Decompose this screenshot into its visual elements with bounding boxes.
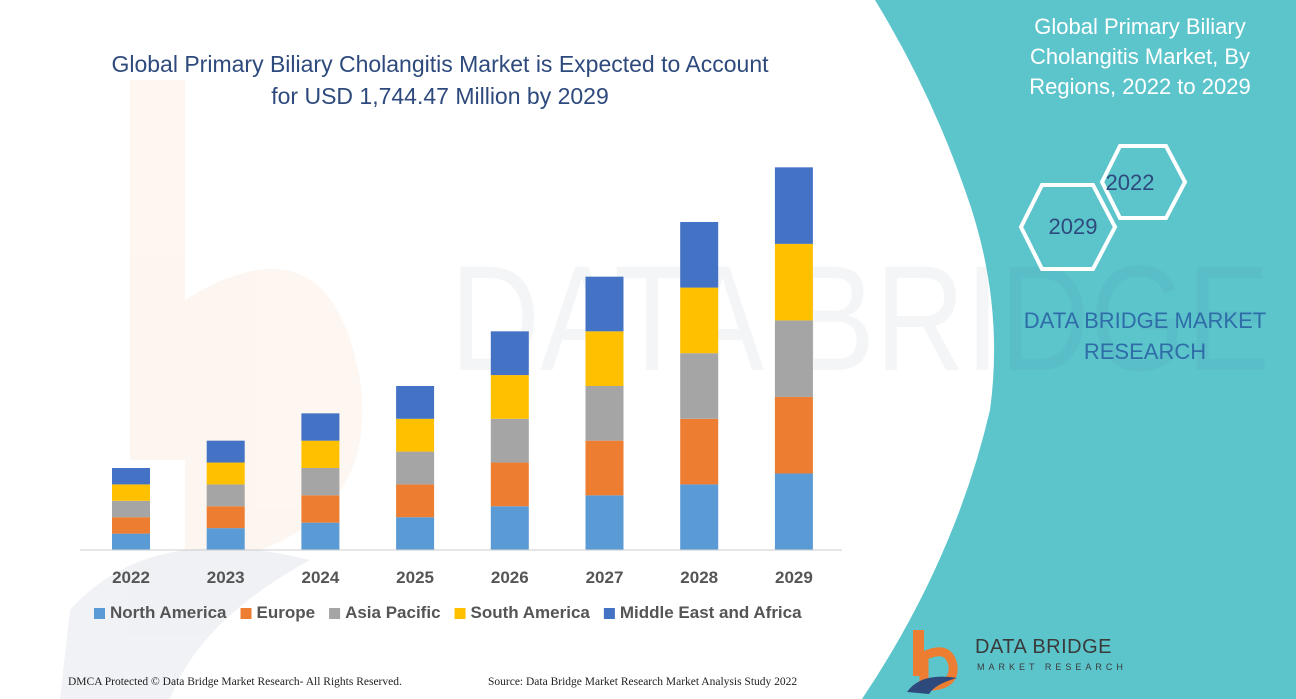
bar-segment-2029-middle-east-and-africa [774,167,813,244]
bar-segment-2023-middle-east-and-africa [206,440,245,463]
legend-label-south-america: South America [471,603,591,622]
bar-segment-2027-north-america [585,495,624,550]
legend-swatch-north-america [94,608,105,619]
bar-segment-2023-north-america [206,528,245,550]
hex-label-end-year: 2029 [1048,214,1098,239]
bar-segment-2027-asia-pacific [585,386,624,441]
logo-name: DATA BRIDGE [975,636,1113,658]
logo-tagline: MARKET RESEARCH [977,662,1127,672]
legend-swatch-asia-pacific [329,608,341,619]
bar-segment-2029-europe [774,396,813,474]
x-tick-label-2028: 2028 [680,568,718,587]
bar-segment-2026-asia-pacific [490,418,529,463]
bar-segment-2029-asia-pacific [774,320,813,397]
x-tick-label-2027: 2027 [586,568,624,587]
bar-segment-2028-asia-pacific [680,353,719,419]
legend-label-north-america: North America [110,603,227,622]
bar-segment-2024-middle-east-and-africa [301,413,340,441]
x-tick-label-2024: 2024 [301,568,339,587]
bar-segment-2027-middle-east-and-africa [585,276,624,332]
bar-segment-2026-south-america [490,375,529,419]
bar-segment-2025-asia-pacific [396,451,435,485]
bar-segment-2028-europe [680,418,719,485]
legend-label-europe: Europe [257,603,316,622]
side-panel-brand: DATA BRIDGE MARKET RESEARCH [1023,308,1267,364]
stacked-bar-chart: 2022 2023 2024 2025 2026 2027 2028 2029 North A… [80,167,842,622]
bar-segment-2026-middle-east-and-africa [490,331,529,376]
chart-title: Global Primary Biliary Cholangitis Marke… [111,51,769,109]
legend-label-middle-east-and-africa: Middle East and Africa [620,603,802,622]
bar-segment-2022-north-america [112,533,150,550]
bar-segment-2025-europe [396,484,435,518]
bar-segment-2023-asia-pacific [206,484,245,507]
bar-segment-2027-europe [585,440,624,496]
x-tick-label-2026: 2026 [491,568,529,587]
bar-segment-2028-south-america [680,287,719,354]
teal-panel-shape [862,0,1296,699]
hex-label-start-year: 2022 [1105,170,1155,195]
bar-segment-2022-asia-pacific [112,500,150,518]
bar-segment-2029-north-america [774,473,813,550]
legend-swatch-south-america [454,608,466,619]
x-tick-label-2023: 2023 [207,568,245,587]
bar-segment-2026-north-america [490,506,529,550]
hexagon-2022-outline [1099,144,1188,220]
data-bridge-logo-icon [907,630,958,694]
x-tick-labels: 2022 2023 2024 2025 2026 2027 2028 2029 [112,568,813,587]
footer-source: Source: Data Bridge Market Research Mark… [488,676,798,688]
bars-layer [112,167,813,550]
bar-segment-2028-north-america [680,484,719,550]
bar-segment-2024-europe [301,495,340,523]
footer-copyright: DMCA Protected © Data Bridge Market Rese… [68,676,402,688]
bar-segment-2026-europe [490,462,529,507]
x-tick-label-2022: 2022 [112,568,150,587]
bar-segment-2025-south-america [396,418,435,452]
side-panel-title: Global Primary Biliary Cholangitis Marke… [1029,14,1251,99]
bar-segment-2022-europe [112,517,150,534]
bar-segment-2022-south-america [112,484,150,501]
bar-segment-2023-europe [206,506,245,529]
bar-segment-2024-south-america [301,440,340,468]
legend-swatch-middle-east-and-africa [603,608,615,619]
hexagon-badges [1018,144,1188,271]
bar-segment-2025-middle-east-and-africa [396,386,435,419]
bar-segment-2025-north-america [396,517,435,550]
x-tick-label-2029: 2029 [775,568,813,587]
legend-swatch-europe [240,608,252,619]
legend: North America Europe Asia Pacific South Ame… [94,603,802,622]
bar-segment-2024-north-america [301,522,340,550]
bar-segment-2023-south-america [206,462,245,485]
bar-segment-2029-south-america [774,243,813,321]
bar-segment-2028-middle-east-and-africa [680,222,719,288]
bar-segment-2022-middle-east-and-africa [112,468,150,485]
bar-segment-2024-asia-pacific [301,468,340,496]
legend-label-asia-pacific: Asia Pacific [345,603,440,622]
hexagon-2029-outline [1018,183,1118,271]
x-tick-label-2025: 2025 [396,568,434,587]
bar-segment-2027-south-america [585,331,624,386]
